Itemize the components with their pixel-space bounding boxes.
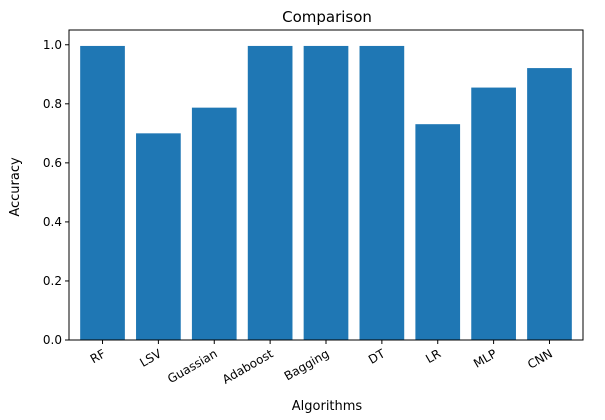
y-tick-label: 0.8 [43, 97, 62, 111]
y-axis-label: Accuracy [8, 157, 23, 217]
bar-lr [415, 124, 461, 340]
y-tick-label: 0.6 [43, 156, 62, 170]
x-axis-label: Algorithms [292, 399, 363, 414]
bar-mlp [471, 87, 516, 340]
x-tick-label-bagging: Bagging [282, 346, 332, 383]
x-tick-label-rf: RF [88, 346, 108, 366]
bar-guassian [191, 107, 237, 341]
x-tick-label-lr: LR [423, 346, 443, 366]
bars-layer [80, 45, 572, 341]
bar-rf [80, 45, 125, 340]
x-tick-label-cnn: CNN [525, 346, 555, 371]
x-tick-label-adaboost: Adaboost [220, 346, 276, 386]
y-tick-label: 0.0 [43, 333, 62, 347]
x-tick-label-guassian: Guassian [165, 346, 220, 386]
y-tick-label: 1.0 [43, 38, 62, 52]
y-tick-label: 0.2 [43, 274, 62, 288]
bar-lsv [136, 133, 181, 340]
x-tick-label-dt: DT [366, 346, 388, 367]
bar-dt [359, 45, 405, 340]
bar-cnn [527, 68, 572, 340]
bar-bagging [303, 45, 349, 340]
y-tick-label: 0.4 [43, 215, 62, 229]
x-tick-label-mlp: MLP [471, 346, 499, 370]
x-tick-label-lsv: LSV [137, 346, 164, 370]
bar-adaboost [247, 45, 293, 340]
chart-title: Comparison [282, 8, 372, 26]
